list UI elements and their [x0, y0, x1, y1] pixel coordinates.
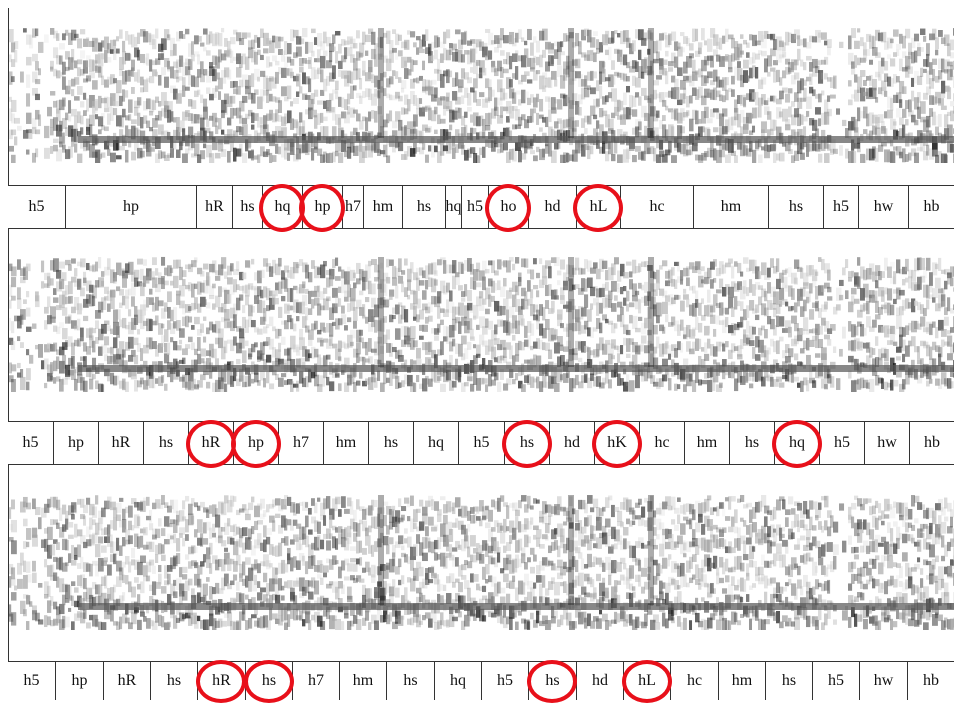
segment-label: hR [103, 662, 150, 700]
segment-label: hs [386, 662, 434, 700]
segment-label: h5 [22, 434, 39, 451]
segment-label: h5 [28, 198, 45, 215]
segment-label: h7 [342, 186, 363, 228]
segment-label: hp [55, 662, 103, 700]
segment-label: hs [368, 422, 413, 464]
segment-label: hw [859, 662, 907, 700]
segment-label: hm [693, 186, 768, 228]
segment-label: hd [549, 422, 594, 464]
spectrogram-top [8, 27, 954, 163]
segment-label: hp [233, 422, 278, 464]
segment-label: hm [323, 422, 368, 464]
segment-label: hm [339, 662, 386, 700]
segment-label: hc [639, 422, 684, 464]
label-tier-top: h5 hp hR hs hq hp h7 hm hs hq h5 ho hd hL hc hm hs h5 hw hb [8, 184, 954, 232]
segment-label: hb [907, 662, 954, 700]
segment-label: hs [150, 662, 197, 700]
segment-label: hs [402, 186, 445, 228]
segment-label: h5 [819, 422, 864, 464]
segment-label: hm [684, 422, 729, 464]
segment-label: hd [576, 662, 623, 700]
segment-label: hK [594, 422, 639, 464]
segment-label: hq [445, 186, 462, 228]
segment-label: hc [670, 662, 718, 700]
label-tier-bottom: h5 hp hR hs hR hs h7 hm hs hq h5 hs hd hL hc hm hs h5 hw hb [8, 660, 954, 703]
segment-label: hq [413, 422, 458, 464]
spectrogram-bottom [8, 494, 954, 630]
segment-label: hq [262, 186, 302, 228]
segment-label: hm [718, 662, 765, 700]
segment-label: h5 [812, 662, 859, 700]
segment-label: hs [729, 422, 774, 464]
segment-label: hs [232, 186, 262, 228]
segment-label: hs [143, 422, 188, 464]
segment-label: h7 [278, 422, 323, 464]
segment-label: hq [434, 662, 481, 700]
segment-label: hb [909, 422, 954, 464]
segment-label: h7 [292, 662, 339, 700]
segment-label: hp [302, 186, 342, 228]
segment-label: hq [774, 422, 819, 464]
segment-label: h5 [461, 186, 488, 228]
segment-label: h5 [823, 186, 858, 228]
segment-label: hs [768, 186, 823, 228]
segment-label: hR [98, 422, 143, 464]
segment-label: hs [245, 662, 292, 700]
segment-label: hb [908, 186, 954, 228]
segment-label: hd [528, 186, 576, 228]
segment-label: hs [504, 422, 549, 464]
segment-label: hp [65, 186, 196, 228]
segment-label: ho [488, 186, 528, 228]
segment-label: hp [53, 422, 98, 464]
segment-label: hc [620, 186, 693, 228]
segment-label: hL [623, 662, 670, 700]
spectrogram-middle [8, 256, 954, 392]
segment-label: hm [363, 186, 402, 228]
segment-label: h5 [458, 422, 504, 464]
segment-label: hs [765, 662, 812, 700]
segment-label: hR [188, 422, 233, 464]
segment-label: hR [197, 662, 245, 700]
label-tier-middle: h5 hp hR hs hR hp h7 hm hs hq h5 hs hd hK hc hm hs hq h5 hw… [8, 420, 954, 468]
segment-label: hw [858, 186, 908, 228]
segment-label: h5 [481, 662, 528, 700]
segment-label: hw [864, 422, 909, 464]
segment-label: hs [528, 662, 576, 700]
segment-label: hR [196, 186, 232, 228]
segment-label: h5 [23, 672, 40, 689]
segment-label: hL [576, 186, 620, 228]
